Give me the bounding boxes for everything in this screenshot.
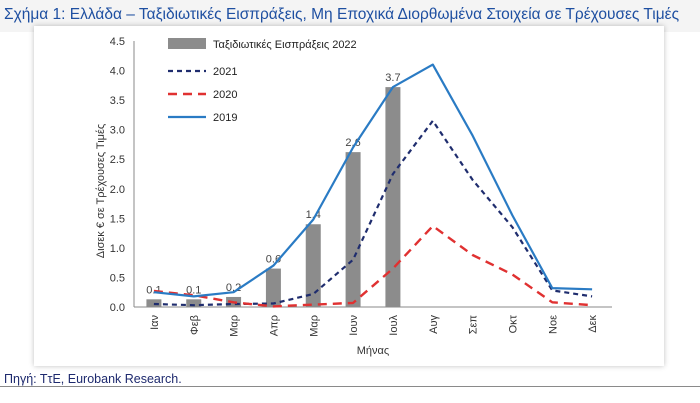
series-line-2020: [153, 224, 593, 308]
y-tick-label: 1.0: [110, 243, 125, 255]
bar: [345, 152, 361, 307]
chart-frame: 0.0 0.5 1.0 1.5 2.0 2.5 3.0 3.5 4.0 4.5 Δισεκ € σε…: [34, 26, 664, 366]
x-tick-label: Μαρ: [229, 315, 241, 337]
x-tick-label: Δεκ: [587, 315, 599, 333]
x-tick-label: Ιουλ: [388, 315, 400, 336]
y-tick-label: 2.0: [110, 184, 125, 196]
y-tick-label: 2.5: [110, 154, 125, 166]
series-line-2021: [153, 119, 593, 307]
y-tick-label: 4.5: [110, 36, 125, 48]
x-tick-label: Ιαν: [149, 315, 161, 330]
bar: [186, 299, 202, 307]
y-axis-label: Δισεκ € σε Τρέχουσες Τιμές: [95, 124, 107, 258]
bar: [385, 87, 401, 308]
x-tick-label: Ιουν: [348, 315, 360, 336]
bar-data-label: 0.1: [146, 284, 161, 296]
y-tick-label: 3.5: [110, 95, 125, 107]
chart-svg: 0.0 0.5 1.0 1.5 2.0 2.5 3.0 3.5 4.0 4.5 Δισεκ € σε…: [95, 36, 612, 357]
y-tick-label: 3.0: [110, 125, 125, 137]
bar: [146, 299, 162, 307]
y-tick-label: 0.5: [110, 272, 125, 284]
bottom-rule: [0, 386, 700, 387]
legend-label-2020: 2020: [213, 89, 237, 101]
legend-label-bars: Ταξιδιωτικές Εισπράξεις 2022: [213, 39, 357, 51]
figure-title: Σχήμα 1: Ελλάδα – Ταξιδιωτικές Εισπράξει…: [4, 6, 680, 23]
source-note: Πηγή: ΤτΕ, Eurobank Research.: [4, 372, 182, 386]
x-tick-label: Μαρ: [308, 315, 320, 337]
bar: [265, 268, 281, 307]
bar-data-label: 0.1: [186, 284, 201, 296]
series-line-2019: [153, 63, 593, 298]
x-tick-label: Σεπ: [468, 315, 480, 335]
y-tick-label: 0.0: [110, 302, 125, 314]
y-tick-label: 1.5: [110, 213, 125, 225]
x-tick-label: Νοε: [547, 315, 559, 334]
legend-label-2021: 2021: [213, 66, 237, 78]
x-tick-label: Αυγ: [428, 315, 440, 334]
legend-swatch-bars: [168, 38, 206, 49]
bar: [305, 224, 321, 307]
x-tick-label: Φεβ: [189, 315, 201, 335]
x-axis-label: Μήνας: [357, 345, 389, 357]
x-tick-label: Απρ: [268, 315, 280, 336]
bar-data-label: 3.7: [385, 72, 400, 84]
bar-data-label: 0.6: [266, 254, 281, 266]
y-tick-label: 4.0: [110, 66, 125, 78]
x-tick-label: Οκτ: [507, 314, 519, 333]
legend-label-2019: 2019: [213, 112, 237, 124]
